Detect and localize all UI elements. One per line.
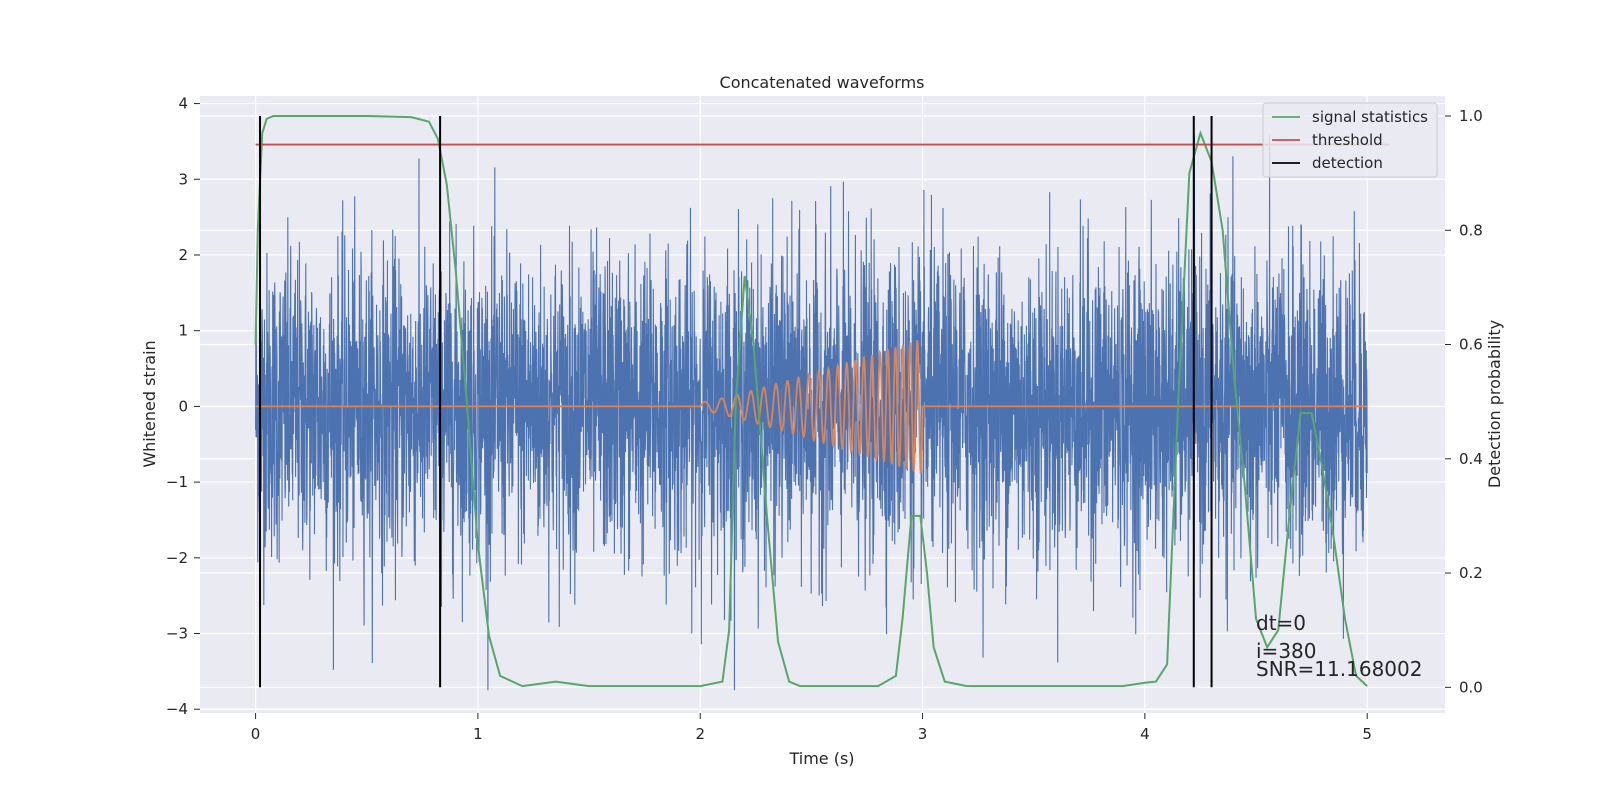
- legend-label-signal-statistics: signal statistics: [1312, 108, 1428, 126]
- y-left-tick-label-8: −4: [166, 700, 188, 718]
- annotation-snr: SNR=11.168002: [1256, 657, 1422, 681]
- legend-label-detection: detection: [1312, 154, 1383, 172]
- x-tick-label-3: 3: [918, 725, 928, 743]
- x-tick-label-0: 0: [251, 725, 261, 743]
- y-right-tick-label-4: 0.2: [1459, 564, 1483, 582]
- y-axis-right-ticks: 1.0 0.8 0.6 0.4 0.2 0.0: [1445, 107, 1483, 696]
- legend-box: [1262, 102, 1438, 178]
- y-axis-left-ticks: 4 3 2 1 0 −1 −2 −3 −4: [166, 95, 200, 718]
- y-right-tick-label-5: 0.0: [1459, 678, 1483, 696]
- legend-label-threshold: threshold: [1312, 131, 1383, 149]
- annotation-index: i=380: [1256, 639, 1317, 663]
- x-axis-ticks: 0 1 2 3 4 5: [251, 713, 1372, 743]
- x-tick-label-2: 2: [695, 725, 705, 743]
- x-tick-label-1: 1: [473, 725, 483, 743]
- x-axis-label: Time (s): [788, 749, 854, 768]
- y-left-tick-label-5: −1: [166, 473, 188, 491]
- y-right-tick-label-2: 0.6: [1459, 336, 1483, 354]
- x-tick-label-4: 4: [1140, 725, 1150, 743]
- signal-statistics-series: [254, 115, 1368, 688]
- signal-statistics-line: [254, 115, 1368, 688]
- chart-title: Concatenated waveforms: [720, 73, 925, 92]
- annotations: dt=0 i=380 SNR=11.168002: [1256, 611, 1422, 681]
- y-right-tick-label-1: 0.8: [1459, 221, 1483, 239]
- y-left-tick-label-6: −2: [166, 549, 188, 567]
- y-left-tick-label-0: 4: [178, 95, 188, 113]
- y-right-tick-label-0: 1.0: [1459, 107, 1483, 125]
- x-tick-label-5: 5: [1362, 725, 1372, 743]
- detection-series: [259, 115, 1213, 688]
- legend: signal statistics threshold detection: [1262, 102, 1438, 178]
- annotation-dt: dt=0: [1256, 611, 1306, 635]
- y-left-tick-label-4: 0: [178, 397, 188, 415]
- y-axis-left-label: Whitened strain: [140, 340, 159, 467]
- y-right-tick-label-3: 0.4: [1459, 450, 1483, 468]
- y-left-tick-label-3: 1: [178, 322, 188, 340]
- y-left-tick-label-1: 3: [178, 170, 188, 188]
- y-axis-right-label: Detection probability: [1485, 320, 1504, 488]
- y-left-tick-label-2: 2: [178, 246, 188, 264]
- y-left-tick-label-7: −3: [166, 625, 188, 643]
